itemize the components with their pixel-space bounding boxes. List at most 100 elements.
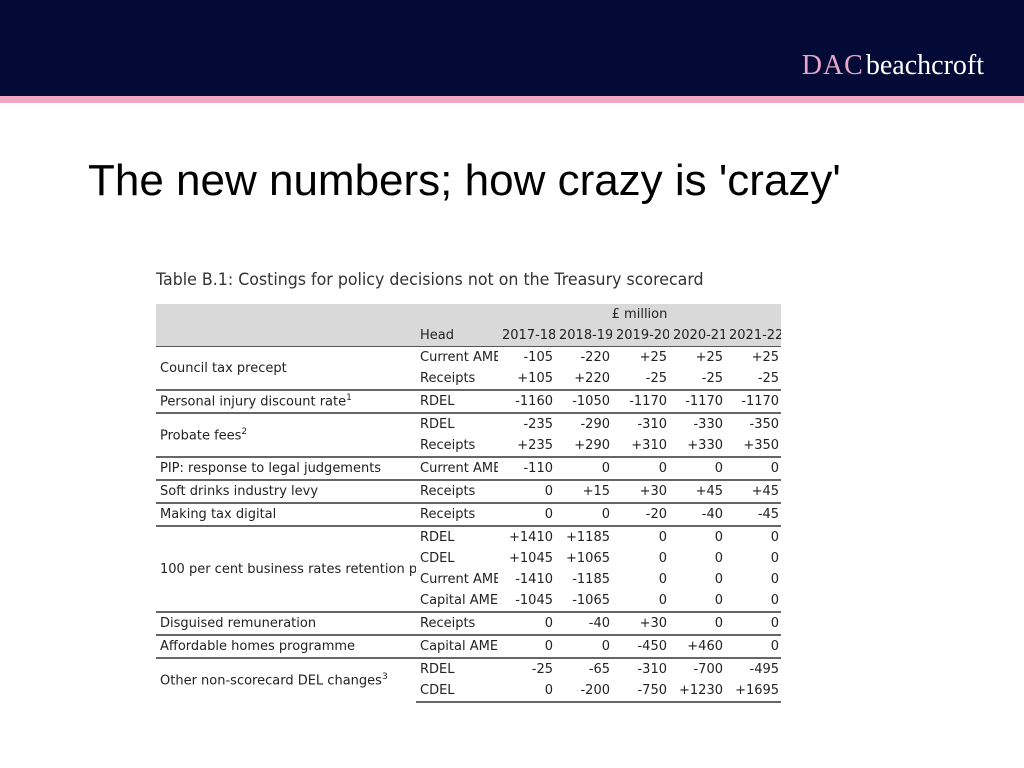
head-cell: Current AME	[416, 456, 498, 480]
header-bar	[0, 0, 1024, 96]
value-cell: +1045	[509, 551, 553, 566]
value-cell: +25	[695, 350, 723, 365]
table-row: Receipts +105 +220 -25 -25 -25	[156, 368, 781, 390]
table-row: Affordable homes programme Capital AME 0 0-…	[156, 634, 782, 658]
value-cell: -65	[555, 657, 612, 680]
value-cell: -105	[523, 350, 553, 365]
value-cell: -220	[580, 350, 610, 365]
value-cell: -200	[555, 680, 612, 703]
table-row: 100 per cent business rates retention pi…	[156, 525, 782, 612]
value-cell: -110	[498, 456, 555, 480]
value-cell: +1410	[498, 525, 555, 548]
value-cell: +330	[687, 438, 723, 453]
value-cell: 0	[658, 551, 667, 566]
value-cell: 0	[669, 525, 725, 548]
policy-name: PIP: response to legal judgements	[156, 456, 416, 480]
value-cell: 0	[669, 611, 725, 635]
head-cell: Receipts	[420, 438, 476, 453]
value-cell: -310	[612, 657, 669, 680]
header-row: Head 2017-18 2018-19 2019-20 2020-21 202…	[156, 325, 782, 347]
value-cell: -25	[498, 657, 555, 680]
value-cell: +310	[631, 438, 667, 453]
value-cell: 0	[555, 634, 612, 658]
value-cell: +1065	[566, 551, 610, 566]
value-cell: -1045	[515, 593, 553, 608]
value-cell: 0	[725, 456, 782, 480]
value-cell: -290	[555, 412, 612, 435]
value-cell: 0	[770, 593, 780, 608]
value-cell: -700	[669, 657, 725, 680]
head-cell: RDEL	[416, 525, 498, 548]
value-cell: +25	[639, 350, 667, 365]
value-cell: -1170	[669, 389, 725, 413]
value-cell: 0	[770, 551, 780, 566]
value-cell: -450	[612, 634, 669, 658]
table-row: Council tax precept Current AME -105 -220 +2…	[156, 347, 781, 376]
value-cell: -40	[555, 611, 612, 635]
value-cell: -45	[725, 502, 782, 526]
value-cell: 0	[612, 525, 669, 548]
table-row: PIP: response to legal judgements Current…	[156, 456, 782, 480]
value-cell: -1170	[612, 389, 669, 413]
year-header: 2021-22	[725, 325, 782, 347]
value-cell: 0	[555, 456, 612, 480]
value-cell: +220	[574, 371, 610, 386]
value-cell: +45	[669, 479, 725, 503]
value-cell: 0	[725, 611, 782, 635]
head-cell: CDEL	[420, 551, 455, 566]
policy-name: 100 per cent business rates retention pi…	[156, 525, 416, 612]
value-cell: -330	[669, 412, 725, 435]
policy-name: Council tax precept	[160, 360, 287, 376]
year-header: 2019-20	[612, 325, 669, 347]
value-cell: +1185	[555, 525, 612, 548]
value-cell: -1170	[725, 389, 782, 413]
value-cell: -1065	[572, 593, 610, 608]
value-cell: -1185	[572, 572, 610, 587]
value-cell: +30	[612, 611, 669, 635]
value-cell: -20	[612, 502, 669, 526]
table-row: Receipts +235 +290 +310 +330 +350	[156, 435, 781, 457]
value-cell: +30	[612, 479, 669, 503]
policy-name: Other non-scorecard DEL changes3	[156, 657, 416, 702]
table-row: Other non-scorecard DEL changes3 RDEL -25-…	[156, 657, 782, 702]
slide-title: The new numbers; how crazy is 'crazy'	[88, 156, 841, 205]
value-cell: 0	[725, 525, 782, 548]
table-row: Disguised remuneration Receipts 0 -40 +30 0 0	[156, 611, 782, 635]
costings-table: £ million Head 2017-18 2018-19 2019-20 2…	[156, 304, 782, 703]
value-cell: -495	[725, 657, 782, 680]
value-cell: -1050	[555, 389, 612, 413]
head-cell: Capital AME	[416, 634, 498, 658]
table-row: Probate fees2 RDEL -235 -290 -310 -330 -350	[156, 412, 782, 457]
year-header: 2017-18	[498, 325, 555, 347]
value-cell: 0	[612, 456, 669, 480]
head-cell: Current AME	[420, 350, 498, 365]
value-cell: +25	[751, 350, 780, 365]
policy-name: Personal injury discount rate1	[156, 389, 416, 413]
table-row: CDEL +1045 +1065 0 0 0	[156, 548, 781, 569]
value-cell: 0	[725, 634, 782, 658]
footnote-marker: 3	[381, 672, 388, 683]
value-cell: 0	[770, 572, 780, 587]
unit-label: £ million	[498, 304, 782, 325]
value-cell: -1160	[498, 389, 555, 413]
value-cell: 0	[498, 502, 555, 526]
value-cell: 0	[669, 456, 725, 480]
policy-name: Disguised remuneration	[156, 611, 416, 635]
table-row: Current AME -1410 -1185 0 0 0	[156, 569, 781, 590]
head-cell: Capital AME	[420, 593, 498, 608]
value-cell: +1230	[669, 680, 725, 703]
head-cell: Receipts	[420, 371, 476, 386]
head-cell: CDEL	[416, 680, 498, 703]
head-cell: RDEL	[416, 389, 498, 413]
head-cell: RDEL	[416, 657, 498, 680]
value-cell: 0	[658, 593, 667, 608]
value-cell: -750	[612, 680, 669, 703]
value-cell: +105	[517, 371, 553, 386]
logo-beachcroft-text: beachcroft	[865, 50, 984, 81]
value-cell: -25	[701, 371, 723, 386]
policy-name: Probate fees2	[156, 412, 416, 457]
value-cell: +45	[725, 479, 782, 503]
head-column-header: Head	[416, 325, 498, 347]
table-row: Soft drinks industry levy Receipts 0 +15 +30…	[156, 479, 782, 503]
year-header: 2018-19	[555, 325, 612, 347]
